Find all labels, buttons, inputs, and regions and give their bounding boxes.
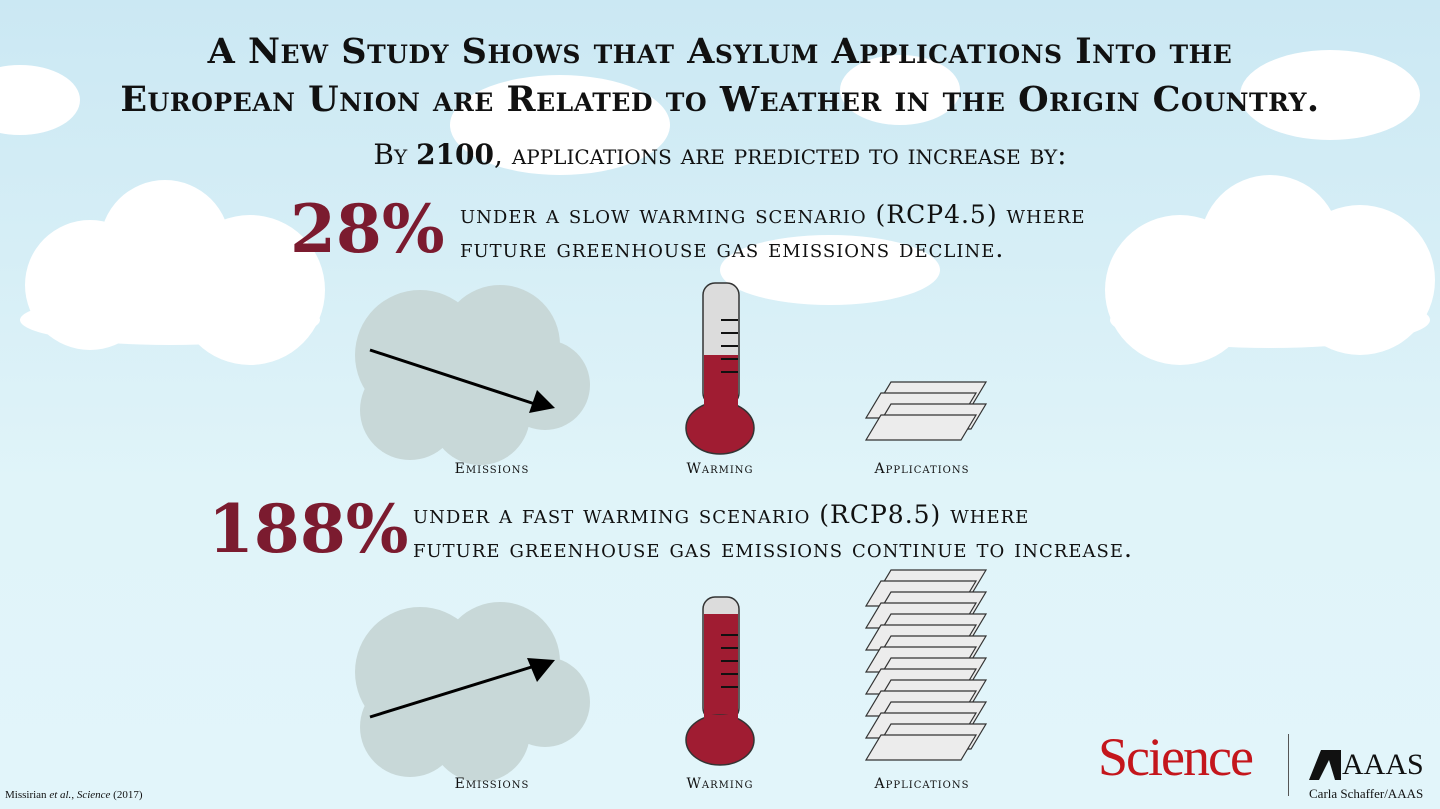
scenario-1-emissions-label: Emissions [454, 461, 530, 477]
emissions-cloud-icon [355, 602, 590, 782]
scenario-1-line-1: under a slow warming scenario (RCP4.5) w… [460, 200, 1086, 229]
scenario-1-applications-label: Applications [874, 461, 970, 477]
scenario-1-description: under a slow warming scenario (RCP4.5) w… [460, 198, 1086, 266]
scenario-2-description: under a fast warming scenario (RCP8.5) w… [413, 498, 1133, 566]
applications-papers-icon [864, 381, 988, 441]
background-clouds [0, 50, 1435, 365]
arrow-head [529, 390, 555, 413]
aaas-logo: AAAS [1342, 748, 1424, 781]
thermometer-mercury [704, 614, 738, 725]
thermometer-neck [704, 715, 738, 735]
citation-etal: et al. [49, 789, 72, 801]
scenario-2-applications-label: Applications [874, 776, 970, 792]
scenario-1-line-2: future greenhouse gas emissions decline. [460, 234, 1005, 263]
science-logo: Science [1098, 727, 1254, 787]
cloud-lobe [430, 365, 530, 465]
application-sheet [864, 414, 978, 441]
subtitle-year: 2100 [416, 138, 495, 171]
image-credit: Carla Schaffer/AAAS [1309, 786, 1424, 801]
citation-authors: Missirian [5, 789, 50, 801]
citation-year: (2017) [110, 789, 143, 801]
title-line-1: A New Study Shows that Asylum Applicatio… [207, 31, 1233, 72]
emissions-arrow-icon [369, 663, 539, 719]
applications-papers-icon [864, 569, 988, 761]
citation-sep: , [71, 789, 77, 801]
scenario-2-percent: 188% [208, 490, 409, 568]
scenario-2-emissions-label: Emissions [454, 776, 530, 792]
thermometer-icon [685, 282, 755, 455]
citation: Missirian et al., Science (2017) [5, 789, 142, 801]
cloud-lobe [430, 682, 530, 782]
scenario-1-graphics [355, 282, 988, 465]
emissions-arrow-icon [369, 348, 539, 407]
emissions-cloud-icon [355, 285, 590, 465]
subtitle-suffix: , applications are predicted to increase… [494, 138, 1067, 171]
aaas-logo-icon [1309, 750, 1341, 780]
thermometer-icon [685, 596, 755, 766]
subtitle: By 2100, applications are predicted to i… [0, 138, 1440, 171]
scenario-2-graphics [355, 569, 988, 782]
scenario-2-line-1: under a fast warming scenario (RCP8.5) w… [413, 500, 1030, 529]
thermometer-neck [704, 400, 738, 420]
scenario-1-percent: 28% [290, 190, 445, 268]
citation-journal: Science [76, 789, 111, 801]
scenario-1-warming-label: Warming [686, 461, 754, 477]
scenario-2-warming-label: Warming [686, 776, 754, 792]
application-sheet [864, 734, 978, 761]
arrow-head [527, 658, 555, 682]
subtitle-prefix: By [373, 138, 417, 171]
page-title: A New Study Shows that Asylum Applicatio… [0, 28, 1440, 124]
title-line-2: European Union are Related to Weather in… [120, 79, 1320, 120]
logo-divider [1288, 734, 1289, 796]
scenario-2-line-2: future greenhouse gas emissions continue… [413, 534, 1133, 563]
